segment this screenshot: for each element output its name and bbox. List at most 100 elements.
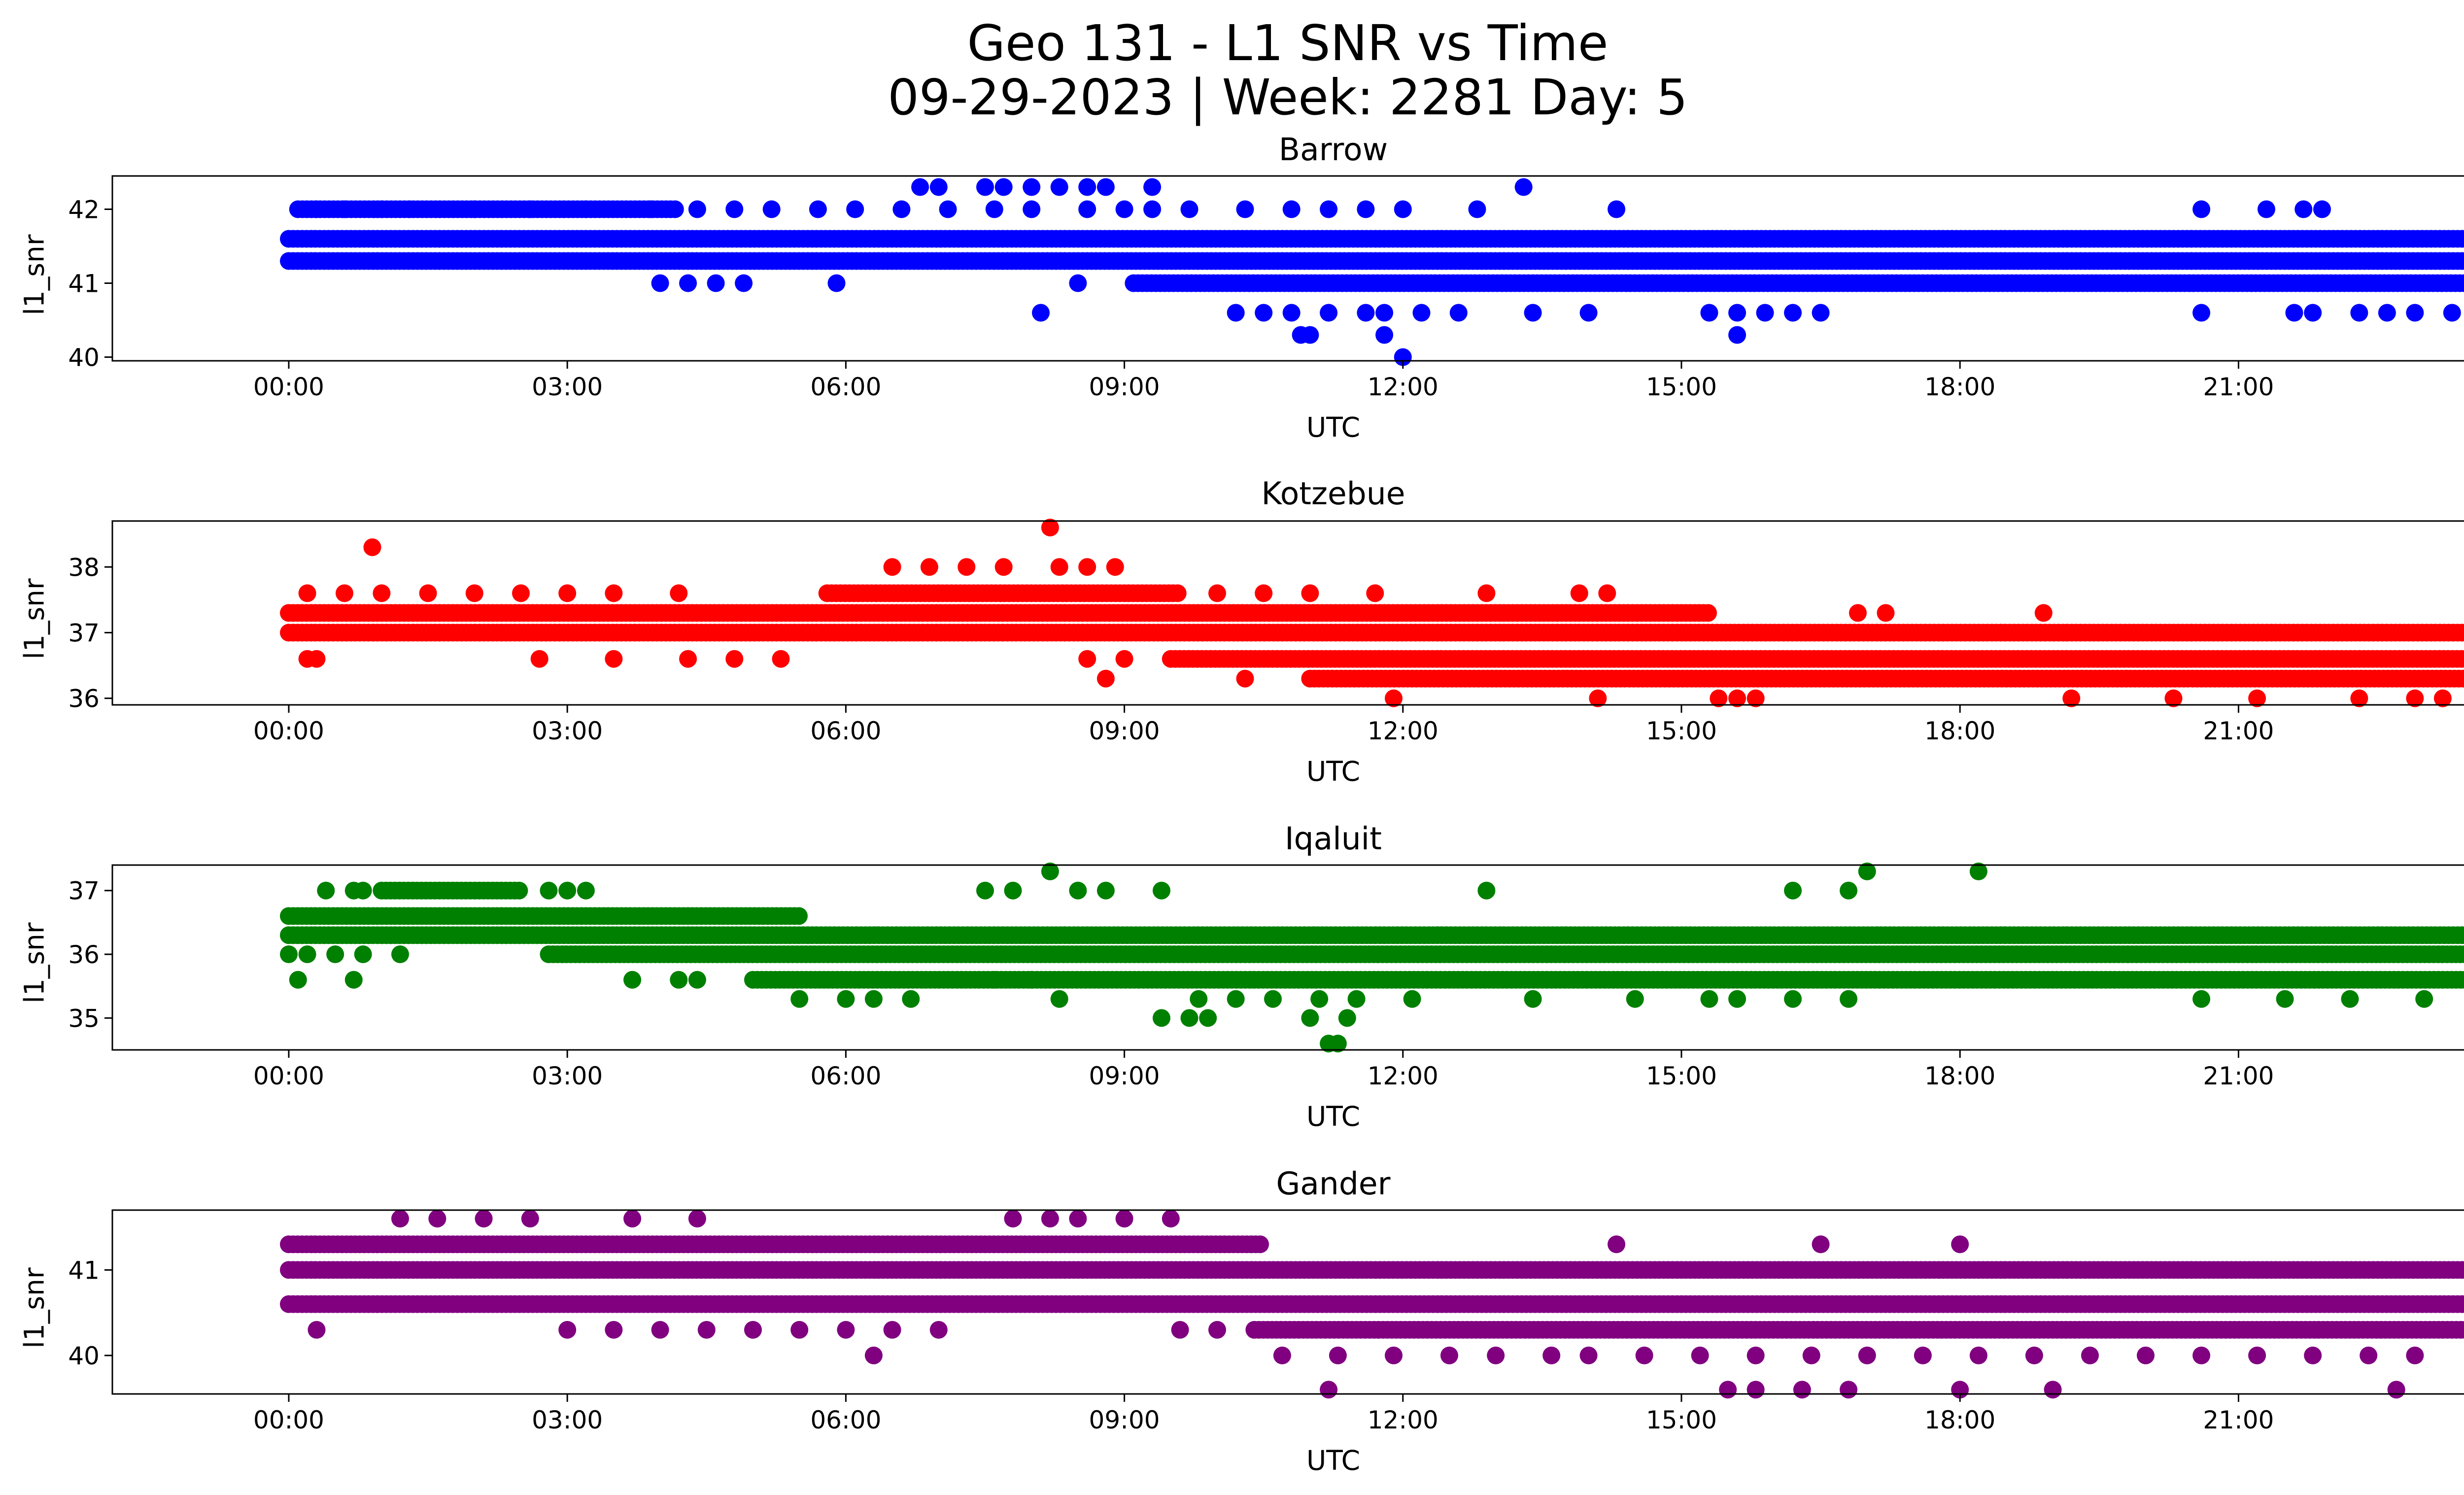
data-point xyxy=(1579,304,1598,322)
data-point xyxy=(902,990,920,1008)
data-point xyxy=(994,178,1013,196)
plot-area-gander: 00:00 03:00 06:00 09:00 12:00 15:00 18:00 21:00… xyxy=(68,1209,2464,1434)
data-point xyxy=(1524,304,1542,322)
data-point xyxy=(2034,604,2053,622)
panel-title-kotzebue: Kotzebue xyxy=(1261,476,1405,512)
data-point xyxy=(1255,584,1273,602)
data-point xyxy=(1700,304,1718,322)
data-point xyxy=(883,558,901,576)
data-point xyxy=(735,274,753,292)
x-tick-label: 00:00 xyxy=(253,717,324,745)
data-point xyxy=(289,971,307,989)
data-point xyxy=(670,971,688,989)
data-point xyxy=(864,990,883,1008)
x-tick-label: 15:00 xyxy=(1646,717,1717,745)
x-tick-label: 12:00 xyxy=(1368,1062,1438,1090)
x-tick-label: 21:00 xyxy=(2203,373,2274,401)
data-point xyxy=(809,200,827,218)
data-point xyxy=(1468,200,1486,218)
data-point xyxy=(911,178,929,196)
points-dense-iqaluit xyxy=(280,881,2464,989)
data-point xyxy=(2192,990,2211,1008)
data-point xyxy=(354,945,372,963)
data-point xyxy=(666,200,684,218)
plot-area-kotzebue: 00:00 03:00 06:00 09:00 12:00 15:00 18:00 21:00… xyxy=(68,519,2464,745)
data-point xyxy=(1728,326,1746,344)
data-point xyxy=(670,584,688,602)
axes-frame-barrow xyxy=(111,175,2464,362)
x-tick-label: 03:00 xyxy=(532,1062,603,1090)
data-point xyxy=(1812,304,1830,322)
data-point xyxy=(1115,650,1133,668)
data-point xyxy=(1570,584,1588,602)
data-point xyxy=(605,650,623,668)
x-tick-label: 00:00 xyxy=(253,1062,324,1090)
data-point xyxy=(1050,990,1068,1008)
data-point xyxy=(1477,881,1496,900)
data-point xyxy=(1153,881,1170,900)
data-point xyxy=(1078,650,1096,668)
data-point xyxy=(1096,881,1115,900)
x-tick-label: 06:00 xyxy=(810,717,881,745)
x-tick-label: 06:00 xyxy=(810,1062,881,1090)
data-point xyxy=(1756,304,1774,322)
data-point xyxy=(510,881,528,900)
data-point xyxy=(679,650,697,668)
data-point xyxy=(465,200,483,218)
data-point xyxy=(1784,881,1802,900)
data-point xyxy=(1078,178,1096,196)
data-point xyxy=(1078,558,1096,576)
data-point xyxy=(1449,304,1468,322)
data-point xyxy=(1264,990,1282,1008)
data-point xyxy=(1301,1009,1319,1027)
data-point xyxy=(1236,669,1254,688)
data-point xyxy=(373,584,391,602)
data-point xyxy=(762,200,781,218)
x-tick-label: 18:00 xyxy=(1924,1062,1995,1090)
data-point xyxy=(1255,304,1273,322)
data-point xyxy=(1282,304,1300,322)
x-axis-label-gander: UTC xyxy=(1306,1445,1361,1476)
data-point xyxy=(298,945,316,963)
x-tick-label: 09:00 xyxy=(1089,717,1160,745)
panel-title-iqaluit: Iqaluit xyxy=(1285,821,1382,857)
data-point xyxy=(354,881,372,900)
data-point xyxy=(2350,304,2368,322)
data-point xyxy=(1784,304,1802,322)
data-point xyxy=(2258,200,2275,218)
data-point xyxy=(1338,1009,1356,1027)
data-point xyxy=(1877,604,1895,622)
data-point xyxy=(1115,200,1133,218)
data-point xyxy=(1023,200,1041,218)
data-point xyxy=(1023,971,1041,989)
data-point xyxy=(994,558,1013,576)
data-point xyxy=(512,584,530,602)
data-point xyxy=(2462,233,2464,244)
data-point xyxy=(1236,200,1254,218)
data-point xyxy=(605,584,623,602)
data-point xyxy=(651,274,669,292)
data-point xyxy=(1096,669,1115,688)
x-tick-label: 21:00 xyxy=(2203,717,2274,745)
data-point xyxy=(298,584,316,602)
x-tick-label: 12:00 xyxy=(1368,373,1438,401)
x-tick-label: 00:00 xyxy=(253,373,324,401)
data-point xyxy=(1357,304,1375,322)
data-point xyxy=(521,200,539,218)
data-point xyxy=(2294,200,2313,218)
data-point xyxy=(846,200,864,218)
data-point xyxy=(2458,624,2464,641)
data-point xyxy=(530,650,548,668)
y-tick-label: 42 xyxy=(68,196,100,224)
y-tick-label: 41 xyxy=(68,270,100,298)
data-point xyxy=(1227,304,1245,322)
data-point xyxy=(1050,178,1068,196)
data-point xyxy=(363,538,381,556)
data-point xyxy=(725,200,744,218)
data-point xyxy=(1143,178,1162,196)
data-point xyxy=(1699,604,1717,622)
x-axis-label-barrow: UTC xyxy=(1306,412,1361,443)
data-point xyxy=(540,881,558,900)
data-point xyxy=(1208,584,1226,602)
plot-area-barrow: 00:00 03:00 06:00 09:00 12:00 15:00 18:00 21:00… xyxy=(68,175,2464,401)
